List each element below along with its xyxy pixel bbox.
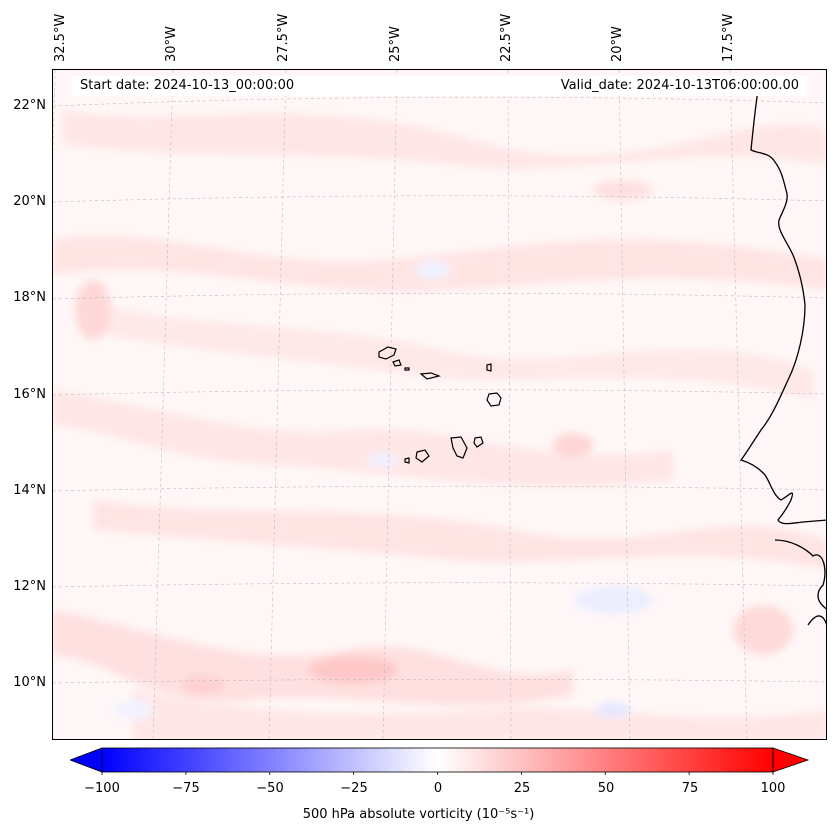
date-info-bar: Start date: 2024-10-13_00:00:00 Valid_da… [72,76,807,96]
lat-label-12n: 12°N [13,579,46,594]
vorticity-field [53,70,826,739]
colorbar-tick-label: 0 [433,781,443,796]
colorbar-tick-label: 50 [597,781,615,796]
vorticity-shading [53,110,826,739]
colorbar-extend-max [772,747,810,773]
lat-label-10n: 10°N [13,675,46,690]
colorbar-tick-label: −25 [340,781,368,796]
lon-label-27-5w: 27.5°W [276,13,291,62]
colorbar [70,747,810,775]
cape-verde-islands [378,346,502,464]
valid-date-label: Valid_date: 2024-10-13T06:00:00.00 [560,78,799,93]
lat-label-16n: 16°N [13,387,46,402]
lat-label-18n: 18°N [13,290,46,305]
lon-label-17-5w: 17.5°W [721,13,736,62]
lon-label-32-5w: 32.5°W [53,13,68,62]
lat-label-14n: 14°N [13,483,46,498]
colorbar-body [101,747,774,773]
colorbar-tick-label: 75 [681,781,699,796]
lon-label-22-5w: 22.5°W [499,13,514,62]
west-africa-coastline [739,89,826,626]
gridlines [53,70,826,739]
start-date-label: Start date: 2024-10-13_00:00:00 [80,78,295,93]
lat-label-20n: 20°N [13,194,46,209]
colorbar-extend-min [70,747,103,773]
colorbar-tick-label: 100 [760,781,786,796]
map-panel [52,69,827,740]
colorbar-tick-label: −100 [84,781,120,796]
lon-label-25w: 25°W [388,26,403,62]
colorbar-tick-label: 25 [513,781,531,796]
lon-label-20w: 20°W [610,26,625,62]
colorbar-tick-label: −50 [256,781,284,796]
colorbar-label: 500 hPa absolute vorticity (10⁻⁵s⁻¹) [302,807,535,822]
colorbar-tick-label: −75 [172,781,200,796]
lon-label-30w: 30°W [164,26,179,62]
lat-label-22n: 22°N [13,98,46,113]
